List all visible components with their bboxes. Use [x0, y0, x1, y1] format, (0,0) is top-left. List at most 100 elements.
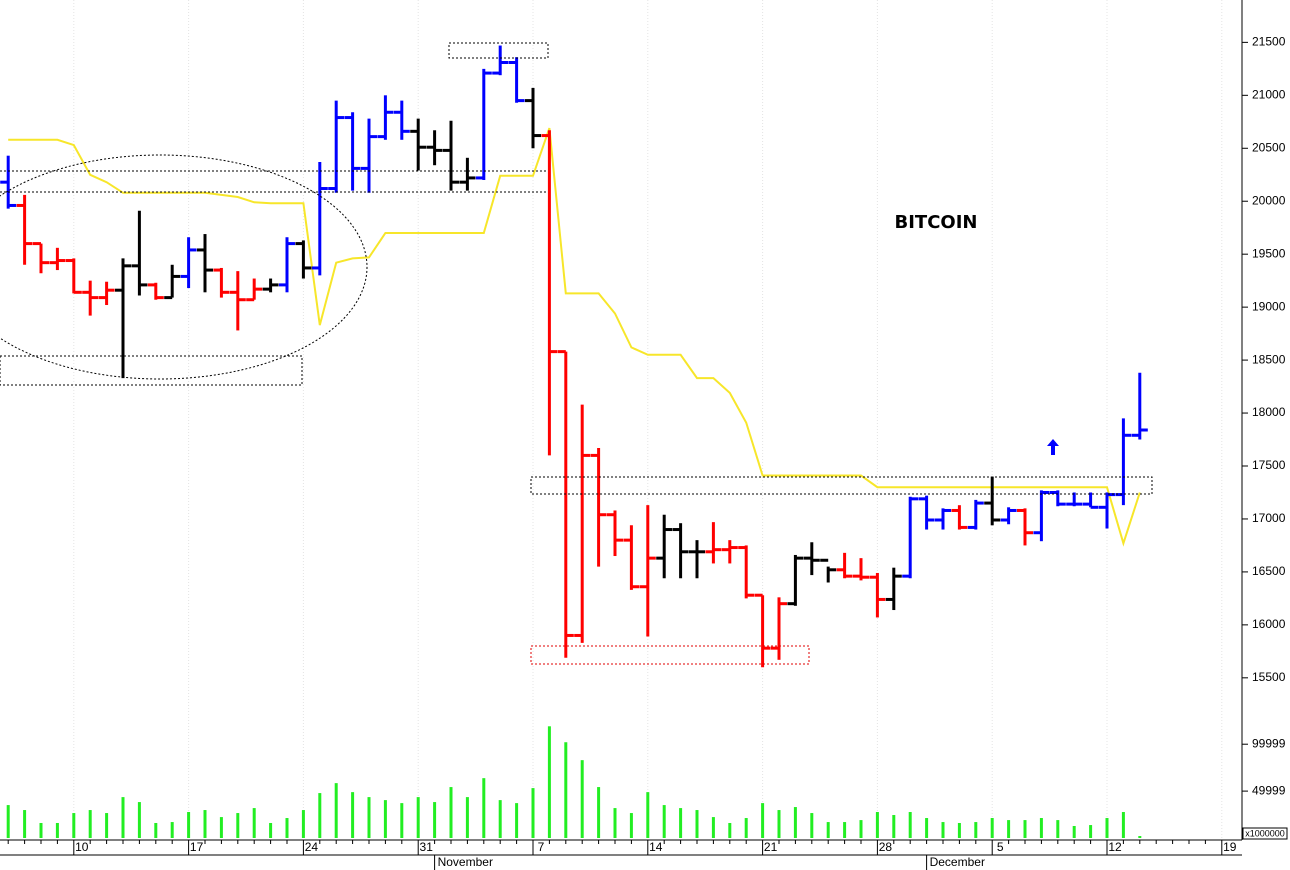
volume-bar	[1121, 812, 1125, 838]
volume-bar	[908, 812, 912, 838]
volume-bar	[137, 802, 141, 838]
volume-bar	[957, 822, 961, 838]
volume-bar	[810, 813, 814, 838]
unit-box	[1242, 827, 1288, 840]
x-tick-label: 7	[538, 840, 545, 854]
volume-bar	[72, 813, 76, 838]
unit-label: x1000000	[1245, 828, 1285, 838]
y-tick-label: 20500	[1252, 140, 1286, 154]
volume-bar	[1039, 818, 1043, 838]
annotation-box	[448, 42, 549, 59]
volume-bar	[203, 810, 207, 838]
x-tick-label: 14	[649, 840, 663, 854]
volume-bar	[974, 822, 978, 838]
volume-bar	[170, 822, 174, 838]
arrow-icon	[1047, 439, 1059, 455]
volume-bar	[334, 783, 338, 838]
volume-bar	[793, 807, 797, 838]
volume-bar	[252, 808, 256, 838]
volume-bar	[105, 813, 109, 838]
volume-bar	[580, 760, 584, 838]
x-tick-label: 5	[997, 840, 1004, 854]
y-tick-label: 20000	[1252, 193, 1286, 207]
volume-bar	[285, 818, 289, 838]
annotation-box	[0, 355, 303, 386]
volume-bar	[531, 788, 535, 838]
indicator-line	[8, 127, 1141, 547]
y-tick-label: 18000	[1252, 405, 1286, 419]
y-tick-label: 21000	[1252, 87, 1286, 101]
volume-bar	[433, 802, 437, 838]
x-tick-label: 21	[764, 840, 778, 854]
volume-bar	[646, 792, 650, 838]
volume-bar	[121, 797, 125, 838]
volume-bar	[1105, 818, 1109, 838]
annotation-box	[530, 476, 1153, 495]
month-label: December	[930, 855, 985, 869]
volume-bar	[383, 800, 387, 838]
volume-bar	[859, 820, 863, 838]
volume-bar	[564, 742, 568, 838]
annotation-ellipse	[0, 154, 368, 380]
volume-bar	[1056, 820, 1060, 838]
volume-bar	[990, 818, 994, 838]
y-tick-label: 16500	[1252, 564, 1286, 578]
volume-bar	[1089, 825, 1093, 838]
volume-bar	[515, 803, 519, 838]
volume-bar	[187, 812, 191, 838]
volume-bar	[465, 797, 469, 838]
volume-bar	[777, 810, 781, 838]
x-tick-label: 28	[879, 840, 893, 854]
volume-bar	[498, 800, 502, 838]
volume-bar	[269, 822, 273, 838]
grid	[73, 0, 1223, 840]
x-tick-label: 31	[420, 840, 434, 854]
volume-bar	[301, 810, 305, 838]
y-tick-label: 17000	[1252, 511, 1286, 525]
volume-bar	[761, 803, 765, 838]
x-tick-label: 19	[1223, 840, 1237, 854]
volume-bar	[892, 815, 896, 838]
plot-area	[0, 45, 1148, 838]
y-tick-label: 16000	[1252, 617, 1286, 631]
volume-bar	[351, 792, 355, 838]
volume-bar	[219, 817, 223, 838]
chart-title: BITCOIN	[895, 212, 978, 233]
volume-bar	[55, 822, 59, 838]
volume-bar	[236, 813, 240, 838]
y-tick-label: 17500	[1252, 458, 1286, 472]
x-tick-label: 17	[190, 840, 204, 854]
volume-bar	[629, 813, 633, 838]
volume-bar	[23, 810, 27, 838]
volume-bar	[367, 797, 371, 838]
volume-bar	[154, 822, 158, 838]
volume-bar	[925, 818, 929, 838]
x-tick-label: 12	[1108, 840, 1122, 854]
y-tick-label: 19500	[1252, 246, 1286, 260]
volume-bar	[6, 805, 10, 838]
volume-bar	[547, 726, 551, 838]
volume-bar	[39, 822, 43, 838]
y-tick-label: 18500	[1252, 352, 1286, 366]
volume-bar	[875, 812, 879, 838]
volume-bar	[941, 822, 945, 838]
volume-bar	[1023, 820, 1027, 838]
volume-bar	[843, 822, 847, 838]
y-tick-label: 19000	[1252, 299, 1286, 313]
volume-bar	[711, 817, 715, 838]
y-tick-label: 21500	[1252, 35, 1286, 49]
volume-bar	[88, 810, 92, 838]
volume-bar	[695, 810, 699, 838]
volume-bar	[662, 805, 666, 838]
volume-bar	[449, 787, 453, 838]
volume-bar	[679, 808, 683, 838]
volume-bar	[597, 787, 601, 838]
y-tick-label: 15500	[1252, 670, 1286, 684]
volume-bar	[318, 793, 322, 838]
volume-bar	[482, 778, 486, 838]
month-label: November	[438, 855, 493, 869]
y-tick-label: 99999	[1252, 736, 1286, 750]
x-tick-label: 10	[75, 840, 89, 854]
volume-bar	[613, 808, 617, 838]
